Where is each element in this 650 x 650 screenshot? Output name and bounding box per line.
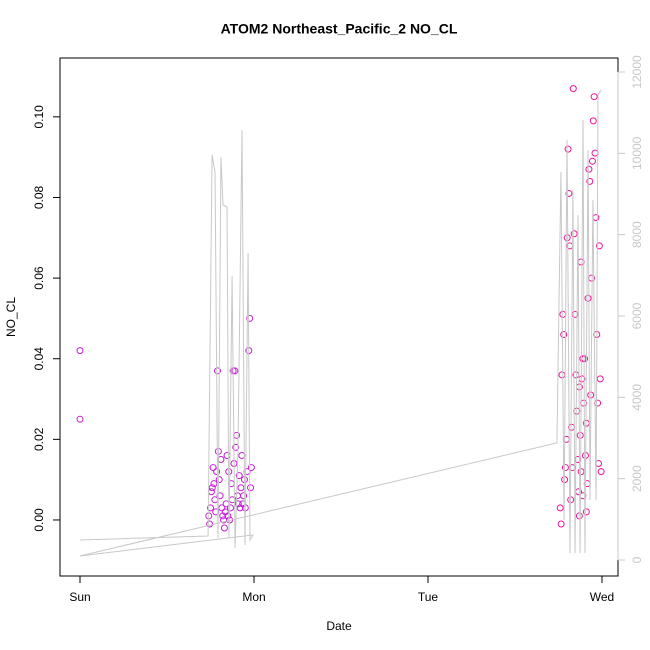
point	[582, 508, 590, 516]
point	[211, 496, 219, 504]
plot-box	[59, 57, 619, 577]
y2-tick-label: 2000	[630, 465, 644, 492]
point	[597, 468, 605, 476]
y2-tick-label: 10000	[630, 136, 644, 170]
point	[595, 242, 603, 250]
point	[558, 371, 566, 379]
point	[246, 314, 254, 322]
point	[563, 234, 571, 242]
point	[584, 294, 592, 302]
point	[591, 149, 599, 157]
point	[220, 524, 228, 532]
y-tick-label: 0.04	[32, 347, 46, 371]
point	[235, 472, 243, 480]
point	[76, 415, 84, 423]
x-tick-label: Tue	[418, 590, 439, 604]
point	[76, 347, 84, 355]
point	[557, 520, 565, 528]
chart-title: ATOM2 Northeast_Pacific_2 NO_CL	[221, 21, 458, 37]
y2-tick-label: 12000	[630, 55, 644, 89]
point	[213, 468, 221, 476]
y-tick-label: 0.08	[32, 185, 46, 209]
x-tick-label: Sun	[69, 590, 90, 604]
point	[247, 484, 255, 492]
point	[210, 480, 218, 488]
y2-tick-label: 0	[630, 556, 644, 563]
point	[570, 230, 578, 238]
y-axis-label: NO_CL	[4, 297, 18, 337]
point	[217, 456, 225, 464]
line	[79, 89, 602, 557]
y2-tick-label: 8000	[630, 221, 644, 248]
point	[559, 310, 567, 318]
point	[224, 512, 232, 520]
point	[208, 484, 216, 492]
point	[213, 367, 221, 375]
y-tick-label: 0.02	[32, 427, 46, 451]
y-tick-label: 0.06	[32, 266, 46, 290]
point	[585, 165, 593, 173]
point	[207, 504, 215, 512]
x-tick-label: Wed	[590, 590, 614, 604]
point	[215, 476, 223, 484]
point	[589, 117, 597, 125]
point	[227, 504, 235, 512]
y2-tick-label: 6000	[630, 302, 644, 329]
point	[556, 504, 564, 512]
x-axis-label: Date	[326, 619, 352, 633]
point	[240, 492, 248, 500]
y2-tick-label: 4000	[630, 384, 644, 411]
point	[232, 443, 240, 451]
point	[590, 93, 598, 101]
point	[579, 355, 587, 363]
point	[234, 500, 242, 508]
x-tick-label: Mon	[242, 590, 265, 604]
point	[247, 464, 255, 472]
point	[207, 488, 215, 496]
point	[565, 189, 573, 197]
point	[231, 367, 239, 375]
point	[576, 431, 584, 439]
point	[237, 484, 245, 492]
point	[588, 157, 596, 165]
point	[561, 464, 569, 472]
point	[212, 508, 220, 516]
point	[223, 451, 231, 459]
point	[209, 464, 217, 472]
point	[216, 492, 224, 500]
point	[564, 145, 572, 153]
y-tick-label: 0.00	[32, 508, 46, 532]
point	[586, 177, 594, 185]
point	[569, 85, 577, 93]
point	[596, 375, 604, 383]
point	[592, 214, 600, 222]
y-tick-label: 0.10	[32, 105, 46, 129]
point	[218, 504, 226, 512]
point	[238, 451, 246, 459]
point	[233, 492, 241, 500]
point	[560, 331, 568, 339]
